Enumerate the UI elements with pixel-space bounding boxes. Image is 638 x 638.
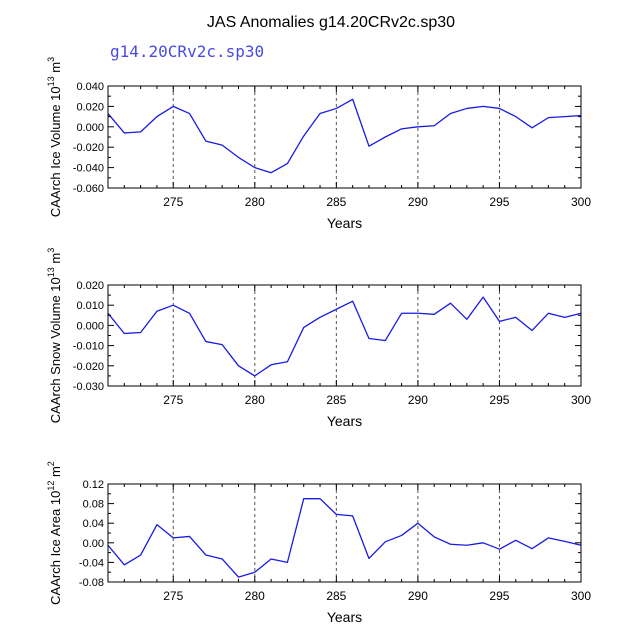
x-tick-label: 280	[245, 589, 265, 603]
chart-panels: 275 280 285 290 295 300 -0.060 -0.040 -0.020 0.00…	[46, 57, 591, 625]
x-axis-label: Years	[327, 609, 362, 625]
plot-frame	[107, 85, 582, 189]
y-axis-label: CAArch Snow Volume 1013 m3	[46, 248, 63, 423]
x-tick-label: 295	[489, 393, 509, 407]
y-tick-label: 0.020	[76, 101, 104, 113]
y-tick-label: -0.010	[73, 341, 104, 353]
x-tick-label: 300	[571, 393, 591, 407]
y-tick-label: 0.00	[83, 538, 104, 550]
y-tick-label: 0.010	[76, 300, 104, 312]
chart-panel-1: 275 280 285 290 295 300 -0.060 -0.040 -0.020 0.00…	[46, 57, 591, 231]
x-tick-label: 295	[489, 195, 509, 209]
x-axis-label: Years	[327, 215, 362, 231]
y-tick-label: 0.020	[76, 280, 104, 292]
x-tick-label: 300	[571, 195, 591, 209]
x-tick-label: 290	[408, 195, 428, 209]
series-line	[107, 498, 582, 578]
x-tick-label: 285	[326, 393, 346, 407]
figure-subtitle: g14.20CRv2c.sp30	[110, 42, 264, 61]
y-tick-label: -0.020	[73, 142, 104, 154]
y-tick-label: 0.000	[76, 320, 104, 332]
y-tick-label: 0.12	[83, 479, 104, 491]
x-tick-label: 275	[163, 393, 183, 407]
y-tick-label: 0.04	[83, 518, 104, 530]
series-line	[107, 98, 582, 174]
y-tick-label: -0.04	[79, 557, 104, 569]
x-tick-label: 275	[163, 195, 183, 209]
y-tick-label: -0.020	[73, 361, 104, 373]
chart-panel-2: 275 280 285 290 295 300 -0.030 -0.020 -0.010 0.00…	[46, 248, 591, 429]
x-tick-label: 300	[571, 589, 591, 603]
x-axis-label: Years	[327, 413, 362, 429]
x-tick-label: 290	[408, 393, 428, 407]
y-tick-label: 0.040	[76, 81, 104, 93]
y-tick-label: 0.08	[83, 499, 104, 511]
y-tick-label: 0.000	[76, 122, 104, 134]
series-line	[107, 296, 582, 377]
x-tick-label: 280	[245, 393, 265, 407]
plot-frame	[107, 483, 582, 583]
y-tick-label: -0.040	[73, 163, 104, 175]
plot-frame	[107, 284, 582, 387]
x-tick-label: 285	[326, 195, 346, 209]
y-tick-label: -0.08	[79, 577, 104, 589]
x-tick-label: 295	[489, 589, 509, 603]
y-axis-label: CAArch Ice Area 1012 m2	[46, 461, 63, 605]
x-tick-label: 285	[326, 589, 346, 603]
y-axis-label: CAArch Ice Volume 1013 m3	[46, 57, 63, 217]
figure-title: JAS Anomalies g14.20CRv2c.sp30	[207, 14, 455, 31]
y-tick-label: -0.030	[73, 381, 104, 393]
x-tick-label: 290	[408, 589, 428, 603]
chart-panel-3: 275 280 285 290 295 300 -0.08 -0.04 0.00 0.04 0.08…	[46, 461, 591, 625]
x-tick-label: 275	[163, 589, 183, 603]
y-tick-label: -0.060	[73, 183, 104, 195]
x-tick-label: 280	[245, 195, 265, 209]
